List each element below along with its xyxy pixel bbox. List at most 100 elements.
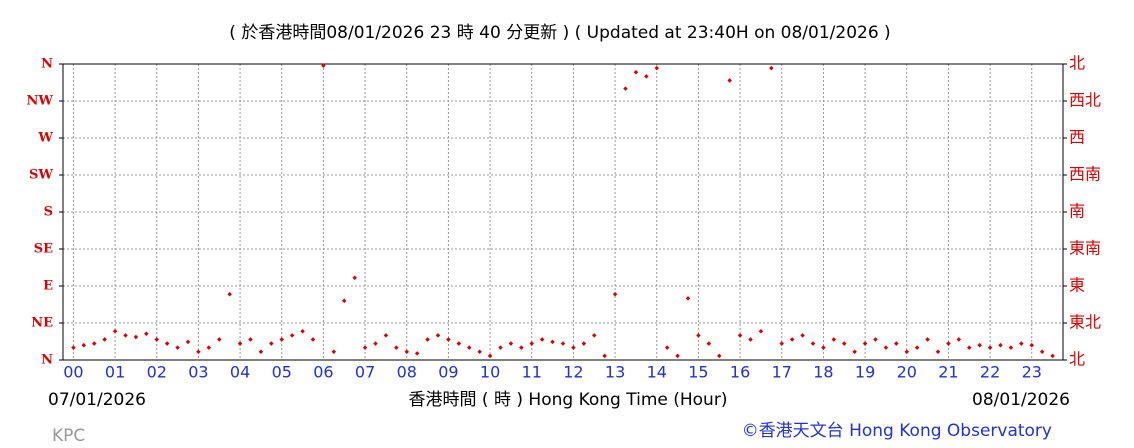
point — [623, 86, 628, 91]
x-tick-label: 02 — [147, 363, 167, 382]
x-tick-label: 23 — [1022, 363, 1042, 382]
point — [612, 291, 618, 297]
x-tick-label: 08 — [397, 363, 417, 382]
y2-tick-label: 北 — [1069, 54, 1085, 73]
point — [175, 345, 180, 350]
point — [279, 337, 285, 342]
point — [935, 349, 941, 355]
point — [852, 349, 857, 355]
point — [571, 345, 576, 350]
point — [404, 349, 410, 355]
point — [300, 328, 305, 334]
point — [154, 337, 160, 342]
x-tick-label: 04 — [230, 363, 250, 382]
point — [383, 333, 389, 338]
y-tick-label: SE — [34, 242, 53, 257]
point — [1008, 345, 1014, 350]
point — [133, 334, 139, 340]
point — [539, 337, 545, 342]
point — [289, 333, 295, 338]
point — [904, 349, 910, 355]
point — [862, 341, 868, 346]
y2-tick-label: 南 — [1069, 202, 1085, 221]
point — [1050, 353, 1055, 359]
x-axis-label: 香港時間 ( 時 ) Hong Kong Time (Hour) — [409, 390, 728, 410]
station: KPC — [52, 426, 85, 446]
point — [248, 337, 253, 342]
y-tick-label: SW — [29, 168, 53, 183]
point — [1019, 341, 1024, 346]
point — [352, 275, 357, 281]
point — [112, 328, 118, 334]
point — [435, 333, 441, 338]
point — [696, 333, 701, 338]
point — [769, 65, 774, 71]
point — [394, 345, 399, 350]
x-tick-label: 03 — [188, 363, 208, 382]
point — [581, 341, 587, 346]
y2-tick-label: 西 — [1069, 128, 1085, 147]
point — [164, 341, 170, 346]
point — [269, 341, 274, 346]
point — [821, 345, 826, 350]
x-tick-label: 19 — [855, 363, 875, 382]
point — [91, 341, 97, 346]
x-tick-label: 09 — [438, 363, 458, 382]
point — [914, 345, 920, 350]
x-tick-label: 12 — [563, 363, 583, 382]
point — [716, 353, 722, 359]
x-tick-label: 06 — [313, 363, 333, 382]
point — [591, 333, 597, 338]
point — [487, 353, 493, 359]
point — [102, 337, 107, 342]
point — [883, 345, 889, 350]
point — [529, 341, 535, 346]
point — [321, 63, 326, 68]
x-tick-label: 13 — [605, 363, 625, 382]
x-tick-label: 17 — [772, 363, 792, 382]
x-tick-label: 00 — [63, 363, 83, 382]
point — [341, 298, 347, 304]
y-tick-label: N — [41, 57, 53, 72]
point — [414, 351, 420, 356]
point — [977, 342, 982, 348]
y-tick-label: NE — [31, 316, 53, 331]
y2-tick-label: 東 — [1069, 276, 1085, 295]
point — [685, 296, 691, 301]
x-tick-label: 05 — [272, 363, 292, 382]
point — [508, 341, 514, 346]
point — [873, 337, 878, 342]
point — [737, 333, 743, 338]
point — [706, 341, 712, 346]
point — [633, 69, 639, 75]
point — [675, 353, 680, 359]
point — [227, 291, 232, 297]
point — [966, 345, 972, 350]
point — [800, 333, 805, 338]
point — [123, 333, 128, 338]
point — [831, 337, 837, 342]
point — [925, 337, 930, 342]
point — [779, 341, 785, 346]
point — [206, 345, 212, 350]
point — [362, 345, 368, 350]
point — [373, 341, 378, 346]
y2-tick-label: 西北 — [1069, 91, 1101, 110]
point — [446, 337, 451, 342]
point — [602, 353, 607, 359]
y2-tick-label: 東北 — [1069, 313, 1101, 332]
x-tick-label: 01 — [105, 363, 125, 382]
x-tick-label: 21 — [938, 363, 958, 382]
y-tick-label: S — [44, 205, 53, 220]
y2-tick-label: 北 — [1069, 350, 1085, 369]
point — [894, 341, 899, 346]
point — [998, 342, 1003, 348]
x-tick-label: 10 — [480, 363, 500, 382]
x-tick-label: 22 — [980, 363, 1000, 382]
point — [498, 345, 503, 350]
point — [654, 65, 660, 71]
point — [664, 345, 670, 350]
point — [185, 339, 191, 345]
y2-tick-label: 東南 — [1069, 239, 1101, 258]
